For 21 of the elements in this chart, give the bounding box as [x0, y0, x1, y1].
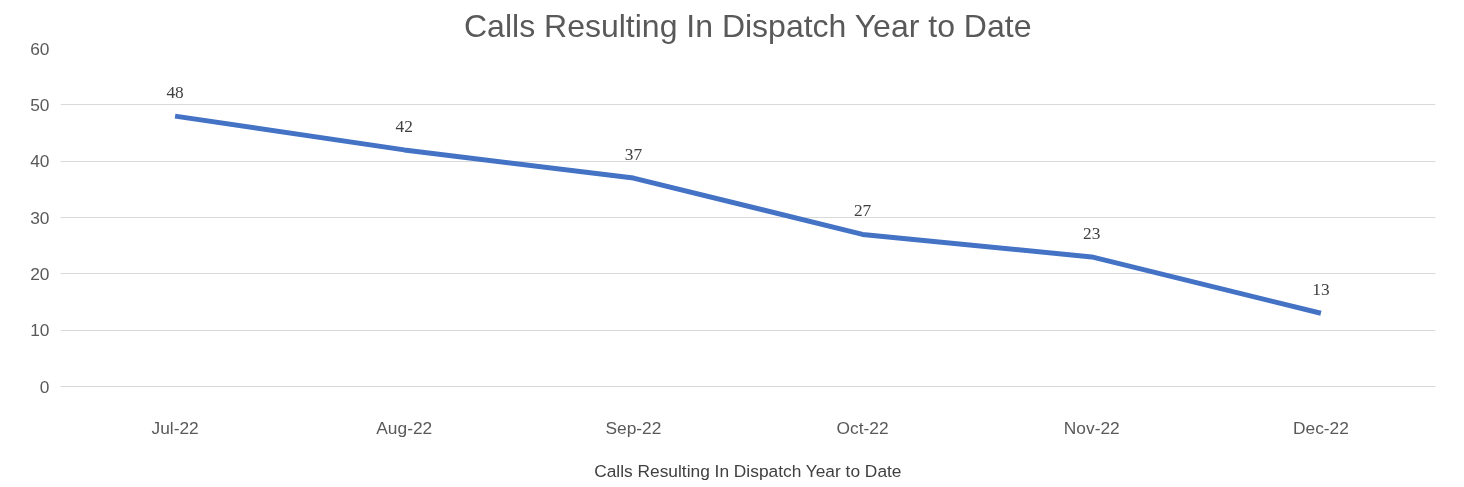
data-label: 48 — [166, 83, 184, 103]
data-label: 13 — [1312, 280, 1330, 300]
y-tick-label: 20 — [30, 263, 50, 284]
x-tick-label: Dec-22 — [1292, 417, 1349, 438]
x-tick-label: Oct-22 — [836, 417, 889, 438]
data-label: 27 — [853, 201, 872, 221]
chart-title: Calls Resulting In Dispatch Year to Date — [464, 7, 1032, 44]
data-label: 37 — [624, 145, 643, 165]
data-label: 23 — [1083, 223, 1101, 243]
y-tick-label: 10 — [30, 320, 50, 341]
data-label: 42 — [395, 116, 413, 136]
x-tick-label: Nov-22 — [1063, 417, 1120, 438]
y-tick-label: 30 — [30, 207, 50, 228]
x-axis-title: Calls Resulting In Dispatch Year to Date — [594, 460, 902, 481]
y-tick-label: 0 — [39, 376, 50, 397]
x-tick-label: Sep-22 — [605, 417, 662, 438]
y-tick-label: 40 — [30, 151, 50, 172]
y-tick-label: 60 — [30, 38, 50, 59]
y-tick-label: 50 — [30, 94, 50, 115]
x-tick-label: Jul-22 — [151, 417, 199, 438]
x-tick-label: Aug-22 — [376, 417, 433, 438]
